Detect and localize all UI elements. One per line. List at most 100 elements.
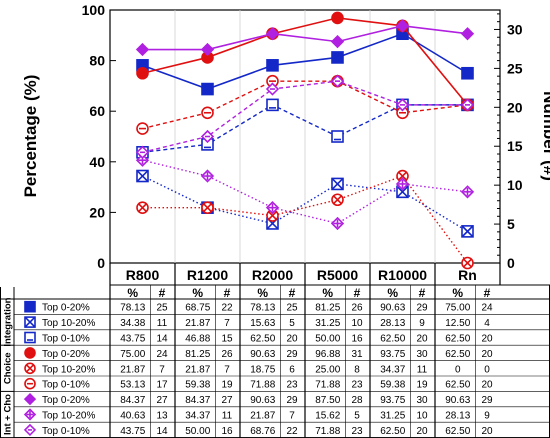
table-cell-num: 25 xyxy=(156,303,168,314)
y-right-tick-label: 15 xyxy=(507,138,523,154)
table-cell-pct: 96.88 xyxy=(315,349,340,360)
table-cell-pct: 31.25 xyxy=(380,411,405,422)
table-cell-num: 7 xyxy=(224,318,230,329)
table-row-label: Top 0-20% xyxy=(42,395,90,406)
table-num-header: # xyxy=(419,286,426,300)
series-8-int-cho-top-0-10- xyxy=(135,74,475,159)
table-num-header: # xyxy=(354,286,361,300)
table-cell-num: 20 xyxy=(416,334,428,345)
table-row: Top 10-20% 34.38 11 21.87 7 15.63 5 31.25 10 28.1… xyxy=(24,316,490,329)
table-cell-num: 7 xyxy=(159,364,165,375)
marker xyxy=(330,34,345,49)
marker xyxy=(136,66,149,80)
series-line xyxy=(142,175,468,232)
table-cell-pct: 21.87 xyxy=(185,318,210,329)
y-right-tick-label: 20 xyxy=(507,99,523,115)
table-cell-pct: 68.75 xyxy=(185,303,210,314)
marker xyxy=(265,27,280,41)
table-row: Top 0-20% 75.00 24 81.25 26 90.63 29 96.88 31 93.… xyxy=(24,347,493,360)
marker xyxy=(201,82,214,96)
table-cell-pct: 62.50 xyxy=(445,426,470,437)
series-layer xyxy=(135,11,475,270)
table-cell-num: 23 xyxy=(351,426,363,437)
table-cell-num: 26 xyxy=(221,349,233,360)
marker-cross xyxy=(396,185,409,198)
table-cell-num: 11 xyxy=(222,411,233,422)
table-cell-pct: 78.13 xyxy=(120,303,145,314)
y-left-tick-label: 100 xyxy=(82,2,106,18)
y-left-tick-label: 0 xyxy=(97,255,105,271)
table-category-header: R10000 xyxy=(378,267,427,283)
category-separators xyxy=(174,10,436,263)
table-row-label: Top 0-20% xyxy=(42,349,90,360)
table-cell-num: 30 xyxy=(416,349,428,360)
table-cell-num: 31 xyxy=(351,349,363,360)
table-cell-num: 4 xyxy=(484,318,490,329)
table-cell-num: 30 xyxy=(416,395,428,406)
marker-cross xyxy=(25,364,35,373)
table-cell-num: 9 xyxy=(419,318,425,329)
table-category-header: R1200 xyxy=(187,267,228,283)
table-cell-num: 28 xyxy=(351,395,363,406)
table-cell-num: 14 xyxy=(156,334,168,345)
table-row-label: Top 10-20% xyxy=(42,318,95,329)
table-cell-num: 20 xyxy=(481,380,493,391)
table-cell-pct: 81.25 xyxy=(185,349,210,360)
y-right-tick-label: 5 xyxy=(507,216,515,232)
marker-cross xyxy=(203,203,212,213)
table-cell-pct: 62.50 xyxy=(445,380,470,391)
table-row: Top 10-20% 40.63 13 34.37 11 21.87 7 15.62 5 31.2… xyxy=(23,408,490,422)
table-cell-num: 16 xyxy=(351,334,363,345)
marker xyxy=(200,42,215,57)
marker xyxy=(266,59,279,72)
table-row-label: Top 0-10% xyxy=(42,426,90,437)
table-cell-num: 5 xyxy=(354,411,360,422)
marker xyxy=(395,19,410,33)
table-row: Top 0-10% 43.75 14 46.88 15 62.50 20 50.00 16 62.… xyxy=(24,331,493,345)
table-cell-pct: 21.87 xyxy=(120,364,145,375)
axes-layer: 0 20 40 60 80 100 0 5 10 15 20 25 30 xyxy=(82,2,523,271)
series-line xyxy=(142,25,468,51)
marker-cross xyxy=(136,169,149,183)
table-cell-pct: 81.25 xyxy=(315,303,340,314)
y-axis-right-label: Number (#) xyxy=(540,91,550,181)
table-cell-num: 13 xyxy=(156,411,168,422)
table-cell-pct: 93.75 xyxy=(380,395,405,406)
table-row: Top 0-10% 53.13 17 59.38 19 71.88 23 71.88 23 59.… xyxy=(24,377,493,391)
table-cell-pct: 50.00 xyxy=(315,334,340,345)
table-cell-num: 19 xyxy=(416,380,428,391)
table-row-label: Top 10-20% xyxy=(42,364,95,375)
table-cell-pct: 31.25 xyxy=(315,318,340,329)
table-cell-num: 9 xyxy=(484,411,490,422)
table-cell-num: 29 xyxy=(481,395,493,406)
table-cell-num: 23 xyxy=(351,380,363,391)
table-category-header: R800 xyxy=(126,267,160,283)
table-cell-num: 25 xyxy=(286,303,298,314)
table-cell-pct: 12.50 xyxy=(445,318,470,329)
table-cell-pct: 90.63 xyxy=(445,395,470,406)
table-cell-num: 10 xyxy=(416,411,428,422)
table-cell-pct: 62.50 xyxy=(445,349,470,360)
table-category-header: R2000 xyxy=(252,267,293,283)
series-line xyxy=(142,159,468,225)
series-6-int-cho-top-0-20- xyxy=(135,19,475,57)
table-cell-num: 17 xyxy=(156,380,168,391)
table-cell-num: 15 xyxy=(221,334,233,345)
table-cell-pct: 40.63 xyxy=(120,411,145,422)
table-pct-header: % xyxy=(452,286,463,300)
table-num-header: # xyxy=(289,286,296,300)
table-cell-pct: 71.88 xyxy=(250,380,275,391)
table-row: Top 0-10% 43.75 14 50.00 16 68.76 22 71.88 23 62.… xyxy=(23,423,493,437)
table-cell-num: 26 xyxy=(351,303,363,314)
y-left-tick-label: 40 xyxy=(89,154,105,170)
y-axis-left-label: Percentage (%) xyxy=(21,75,40,198)
table-pct-header: % xyxy=(127,286,138,300)
table-cell-num: 7 xyxy=(289,411,295,422)
table-cell-num: 29 xyxy=(286,395,298,406)
table-cell-pct: 93.75 xyxy=(380,349,405,360)
table-cell-pct: 50.00 xyxy=(185,426,210,437)
table-cell-pct: 53.13 xyxy=(120,380,145,391)
marker-cross xyxy=(331,177,344,191)
y-left-tick-label: 20 xyxy=(89,204,105,220)
